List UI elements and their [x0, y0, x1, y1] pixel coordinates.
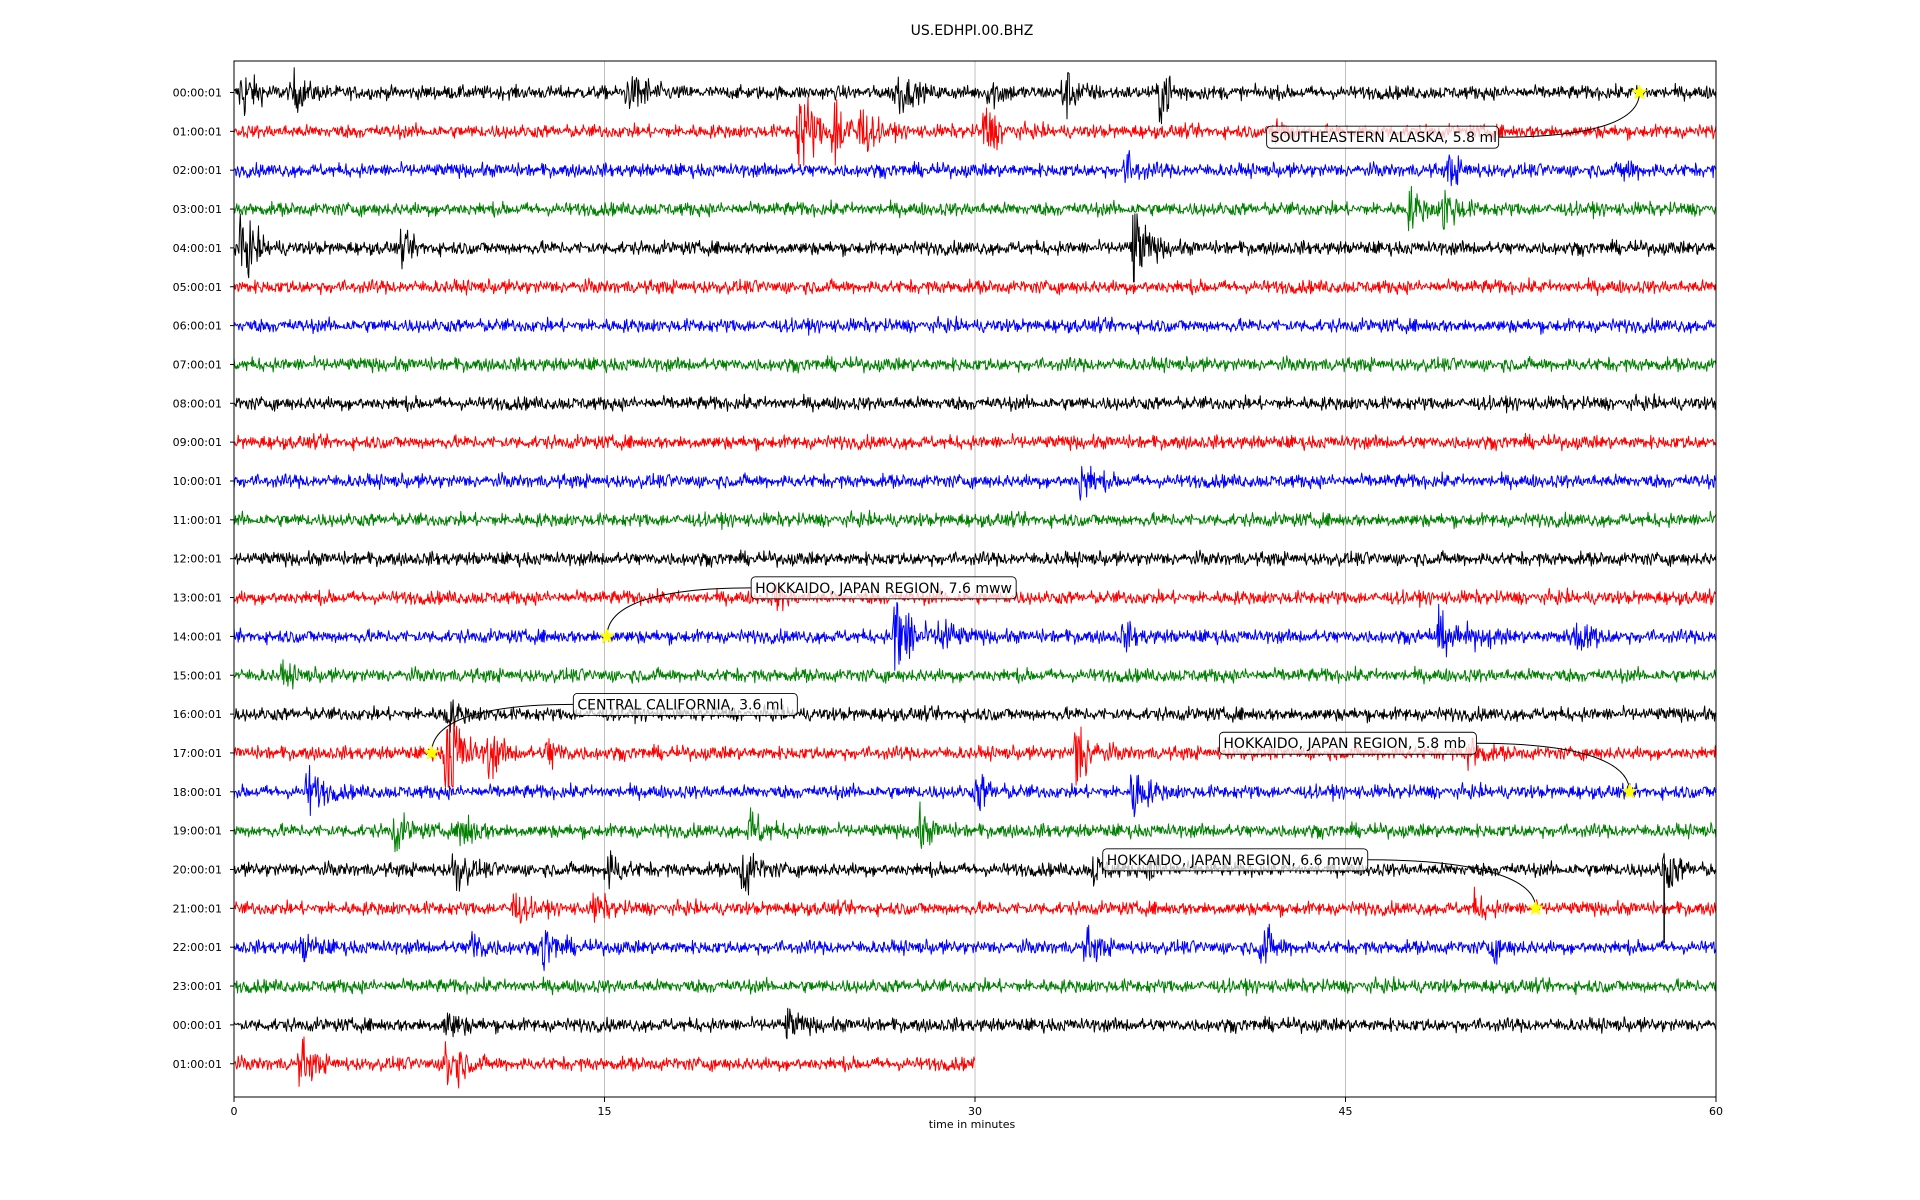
x-tick-label: 45	[1339, 1105, 1353, 1118]
trace-line	[233, 150, 1717, 187]
event-connector	[1476, 742, 1631, 792]
row-time-label: 12:00:01	[173, 553, 222, 566]
event-marker	[598, 627, 616, 644]
row-time-label: 22:00:01	[173, 941, 222, 954]
event-connector	[431, 703, 574, 753]
chart-title: US.EDHPI.00.BHZ	[911, 23, 1034, 39]
event-connector	[1367, 859, 1537, 909]
row-time-label: 11:00:01	[173, 514, 222, 527]
trace-line	[233, 549, 1717, 568]
event-label-box	[1102, 848, 1369, 872]
trace-line	[233, 465, 1717, 501]
x-tick-label: 60	[1709, 1105, 1723, 1118]
row-time-label: 06:00:01	[173, 320, 222, 333]
row-time-label: 21:00:01	[173, 902, 222, 915]
trace-line	[233, 355, 1717, 374]
x-axis-label: time in minutes	[929, 1118, 1016, 1131]
event-connector	[1498, 92, 1640, 138]
trace-line	[233, 886, 1717, 924]
trace-line	[233, 277, 1717, 296]
row-time-label: 00:00:01	[173, 87, 222, 100]
event-label: HOKKAIDO, JAPAN REGION, 6.6 mww	[1107, 853, 1364, 869]
row-time-label: 01:00:01	[173, 1058, 222, 1071]
trace-line	[233, 393, 1717, 414]
event-marker	[1527, 899, 1544, 916]
x-tick-label: 30	[968, 1105, 982, 1118]
trace-line	[233, 601, 1717, 671]
trace-line	[233, 432, 1717, 452]
x-tick-label: 0	[231, 1105, 238, 1118]
row-time-label: 23:00:01	[173, 980, 222, 993]
row-time-label: 03:00:01	[173, 203, 222, 216]
row-time-label: 16:00:01	[173, 708, 222, 721]
event-label-box	[1218, 731, 1477, 755]
event-marker	[1621, 783, 1638, 799]
trace-line	[233, 509, 1717, 530]
row-time-label: 04:00:01	[173, 242, 222, 255]
row-time-label: 18:00:01	[173, 786, 222, 799]
row-time-label: 13:00:01	[173, 592, 222, 605]
trace-line	[233, 213, 1716, 283]
event-label-box	[572, 692, 798, 716]
trace-line	[233, 801, 1717, 853]
event-label: CENTRAL CALIFORNIA, 3.6 ml	[577, 697, 783, 713]
trace-line	[233, 1036, 976, 1089]
event-label-box	[1266, 125, 1500, 149]
plot-area: 00:00:01 01:00:01 02:00:01 03:00:01 04:00:01…	[173, 60, 1723, 1118]
event-label: SOUTHEASTERN ALASKA, 5.8 ml	[1271, 130, 1497, 146]
row-time-label: 05:00:01	[173, 281, 222, 294]
event-connector	[606, 587, 752, 637]
event-label: HOKKAIDO, JAPAN REGION, 5.8 mb	[1223, 736, 1466, 752]
trace-line	[233, 699, 1717, 733]
row-time-label: 01:00:01	[173, 125, 222, 138]
row-time-label: 09:00:01	[173, 436, 222, 449]
trace-line	[233, 976, 1717, 997]
event-label: HOKKAIDO, JAPAN REGION, 7.6 mww	[755, 581, 1012, 597]
row-time-label: 19:00:01	[173, 825, 222, 838]
trace-line	[233, 764, 1716, 818]
trace-line	[233, 185, 1717, 232]
row-time-label: 02:00:01	[173, 164, 222, 177]
trace-line	[233, 1007, 1717, 1040]
trace-line	[233, 315, 1717, 336]
event-marker	[423, 744, 440, 760]
trace-line	[233, 659, 1717, 690]
trace-line	[233, 67, 1717, 125]
row-time-label: 00:00:01	[173, 1019, 222, 1032]
event-marker	[1631, 83, 1648, 100]
row-time-label: 15:00:01	[173, 669, 222, 682]
row-time-label: 14:00:01	[173, 630, 222, 643]
row-time-label: 10:00:01	[173, 475, 222, 488]
row-time-label: 08:00:01	[173, 397, 222, 410]
x-tick-label: 15	[598, 1105, 612, 1118]
row-time-label: 20:00:01	[173, 864, 222, 877]
row-time-label: 07:00:01	[173, 358, 222, 371]
row-time-label: 17:00:01	[173, 747, 222, 760]
trace-line	[233, 850, 1717, 896]
event-label-box	[750, 576, 1017, 600]
trace-line	[233, 923, 1717, 972]
